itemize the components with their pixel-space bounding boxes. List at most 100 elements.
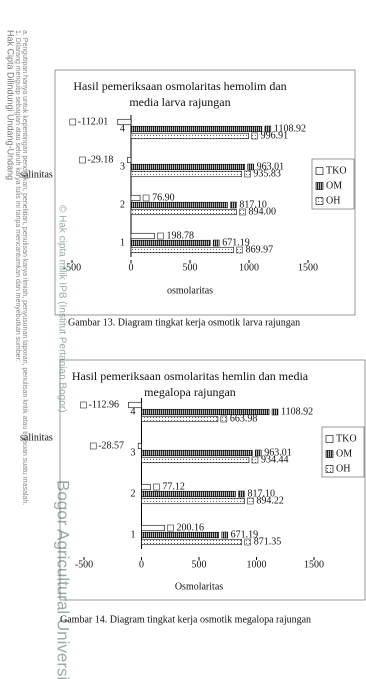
category-label: 3 <box>131 447 136 458</box>
legend-swatch <box>325 450 334 458</box>
category-label: 2 <box>131 488 136 499</box>
value-label: 869.97 <box>246 244 274 255</box>
bar <box>130 163 245 171</box>
label-key <box>157 232 164 240</box>
label-key <box>221 531 228 539</box>
label-key <box>251 456 259 464</box>
watermark-text: Bogor Agricultural University <box>54 480 73 679</box>
bar <box>130 201 228 209</box>
value-label: 1108.92 <box>281 406 313 417</box>
legend-swatch <box>315 197 324 205</box>
value-label: -28.57 <box>98 440 124 451</box>
x-tick-label: 0 <box>129 262 134 273</box>
bar <box>130 246 234 254</box>
value-label: 663.98 <box>230 413 258 424</box>
x-tick-label: -500 <box>75 559 93 570</box>
bar <box>141 490 236 498</box>
legend-swatch <box>315 182 324 190</box>
watermark-text: © Hak cipta milik IPB (Institut Pertania… <box>56 205 67 412</box>
y-axis-label: salinitas <box>20 169 53 180</box>
x-tick-label: 1000 <box>247 559 267 570</box>
label-key <box>220 415 228 423</box>
legend-swatch <box>325 465 334 473</box>
label-key <box>80 401 87 409</box>
legend-label: TKO <box>326 165 347 176</box>
value-label: -112.96 <box>89 399 119 410</box>
bar <box>127 156 132 164</box>
category-label: 1 <box>120 237 125 248</box>
label-key <box>239 208 246 216</box>
watermark-text: a. Pengutipan hanya untuk kepentingan pe… <box>21 30 28 505</box>
label-key <box>271 408 279 416</box>
bar <box>141 415 219 423</box>
label-key <box>236 246 243 254</box>
bar <box>117 118 132 126</box>
x-tick-label: 500 <box>183 262 198 273</box>
bar <box>141 449 253 457</box>
category-label: 3 <box>120 161 125 172</box>
bar <box>130 194 141 202</box>
label-key <box>79 156 86 164</box>
value-label: 200.16 <box>177 522 205 533</box>
figure-caption: Gambar 14. Diagram tingkat kerja osmotik… <box>60 614 311 625</box>
bar <box>141 483 151 491</box>
legend-label: OH <box>336 463 350 474</box>
label-key <box>89 442 97 450</box>
value-label: 77.12 <box>162 481 185 492</box>
value-label: 198.78 <box>166 230 194 241</box>
bar <box>130 208 237 216</box>
value-label: 935.83 <box>253 168 280 179</box>
bar <box>141 538 243 546</box>
label-key <box>238 490 245 498</box>
x-tick-label: 1000 <box>239 262 259 273</box>
bar <box>141 531 219 539</box>
label-key <box>69 118 77 126</box>
legend-swatch <box>315 167 324 175</box>
value-label: 817.10 <box>247 488 274 499</box>
chart-title: Hasil pemeriksaan osmolaritas hemolim da… <box>73 79 287 109</box>
value-label: -29.18 <box>88 154 114 165</box>
value-label: 934.44 <box>261 454 289 465</box>
label-key <box>212 239 220 247</box>
category-label: 4 <box>131 406 136 417</box>
x-tick-label: 1500 <box>298 262 318 273</box>
x-tick-label: -500 <box>63 262 81 273</box>
label-key <box>251 132 258 140</box>
label-key <box>244 170 251 178</box>
label-key <box>153 483 160 491</box>
legend-swatch <box>325 435 334 443</box>
value-label: 894.22 <box>256 495 284 506</box>
value-label: 871.35 <box>254 536 282 547</box>
x-axis-label: osmolaritas <box>167 285 213 296</box>
label-key <box>254 449 262 457</box>
bar <box>137 442 142 450</box>
label-key <box>230 201 237 209</box>
label-key <box>142 194 150 202</box>
x-tick-label: 0 <box>139 559 144 570</box>
watermark-text: 1. Dilarang mengutip sebagian atau selur… <box>14 30 21 362</box>
chart-frame <box>59 359 366 601</box>
legend-label: OH <box>326 195 340 206</box>
value-label: 963.01 <box>264 447 292 458</box>
label-key <box>244 538 251 546</box>
category-label: 1 <box>131 529 136 540</box>
y-axis-label: salinitas <box>20 432 53 443</box>
label-key <box>167 524 174 532</box>
value-label: 671.19 <box>222 237 250 248</box>
value-label: 894.00 <box>248 206 276 217</box>
bar <box>130 132 249 140</box>
value-label: 1108.92 <box>274 123 306 134</box>
value-label: 671.19 <box>231 529 258 540</box>
bar <box>130 232 155 240</box>
label-key <box>247 497 254 505</box>
legend-label: OM <box>336 448 352 459</box>
bar <box>128 401 142 409</box>
label-key <box>264 125 272 133</box>
value-label: 963.01 <box>257 161 285 172</box>
bar <box>130 125 263 133</box>
bar <box>141 408 270 416</box>
x-tick-label: 1500 <box>304 559 324 570</box>
legend-label: TKO <box>336 433 357 444</box>
bar <box>141 497 245 505</box>
